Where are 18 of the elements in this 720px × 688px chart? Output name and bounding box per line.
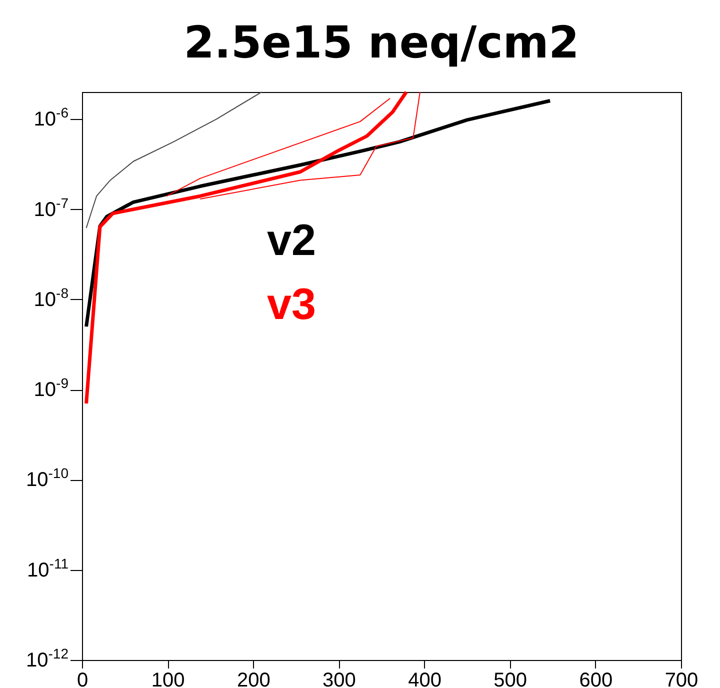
- y-tick-label: 10$^{-8}$: [34, 284, 69, 311]
- x-tick-label: 0: [76, 670, 88, 688]
- y-tick-label: 10$^{-9}$: [34, 375, 69, 402]
- x-tick-label: 100: [151, 670, 185, 688]
- y-tick-label: 10$^{-10}$: [26, 465, 69, 492]
- x-tick-label: 200: [236, 670, 270, 688]
- chart-title: 2.5e15 neq/cm2: [184, 17, 580, 68]
- y-tick-label: 10$^{-11}$: [27, 555, 69, 582]
- x-tick-label: 400: [408, 670, 442, 688]
- text: v3: [267, 280, 316, 329]
- y-tick-label: 10$^{-12}$: [26, 646, 69, 672]
- series-label: v2: [267, 216, 316, 265]
- y-tick-label: 10$^{-6}$: [34, 104, 69, 131]
- x-tick-label: 300: [322, 670, 356, 688]
- x-tick-label: 500: [494, 670, 528, 688]
- y-tick-label: 10$^{-7}$: [34, 194, 69, 221]
- x-tick-label: 600: [579, 670, 613, 688]
- x-tick-label: 700: [664, 670, 698, 688]
